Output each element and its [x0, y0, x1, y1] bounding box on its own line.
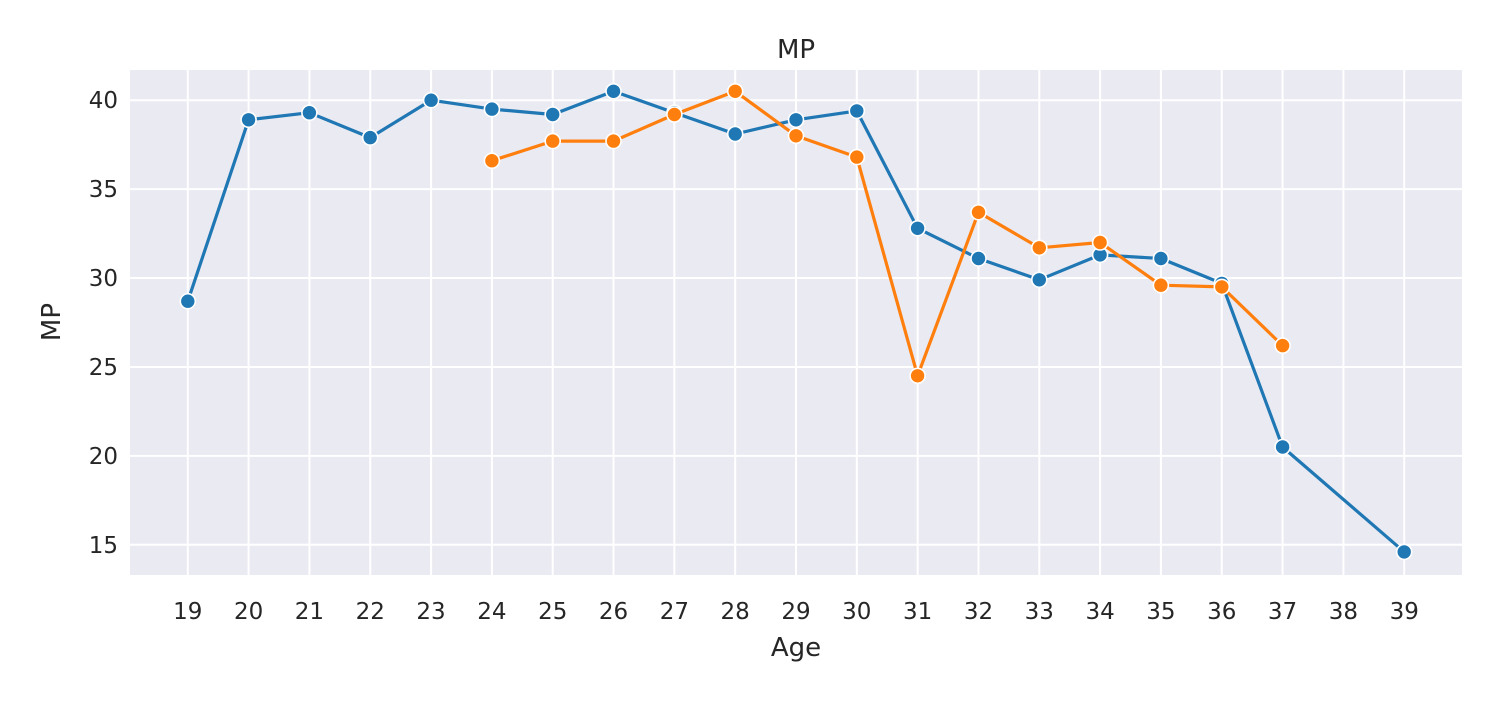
data-point	[909, 220, 926, 237]
x-tick-label: 39	[1390, 599, 1419, 625]
data-point	[1213, 278, 1231, 296]
y-tick-label: 30	[89, 266, 118, 292]
data-point	[1274, 337, 1291, 354]
data-point	[1031, 271, 1048, 289]
data-point	[1395, 543, 1413, 561]
x-tick-label: 19	[173, 599, 202, 625]
series-line	[491, 89, 1284, 378]
data-point	[422, 91, 440, 109]
y-tick-label: 15	[89, 533, 118, 559]
x-tick-label: 37	[1268, 599, 1297, 625]
x-tick-label: 30	[842, 599, 871, 625]
data-point	[605, 132, 622, 150]
data-point	[666, 106, 683, 123]
grid	[130, 70, 1462, 575]
data-point	[483, 152, 501, 169]
data-point	[361, 129, 379, 146]
x-tick-label: 25	[538, 599, 567, 625]
x-tick-label: 22	[356, 599, 385, 625]
y-axis-label: MP	[37, 303, 67, 341]
data-point	[544, 132, 562, 150]
x-axis-label: Age	[771, 633, 821, 663]
series-line	[186, 89, 1406, 554]
x-tick-label: 33	[1025, 599, 1054, 625]
data-point	[301, 104, 318, 121]
y-tick-label: 20	[89, 444, 118, 470]
data-point	[787, 127, 805, 145]
data-point	[1091, 234, 1109, 251]
data-point	[1152, 250, 1170, 267]
data-point	[848, 148, 866, 166]
data-point	[1031, 239, 1048, 257]
x-tick-label: 23	[416, 599, 445, 625]
data-point	[1152, 276, 1170, 294]
y-tick-label: 25	[89, 355, 118, 381]
x-tick-label: 27	[660, 599, 689, 625]
y-tick-label: 35	[89, 177, 118, 203]
x-tick-label: 28	[721, 599, 750, 625]
x-tick-label: 34	[1085, 599, 1114, 625]
x-tick-label: 36	[1207, 599, 1236, 625]
data-point	[1274, 438, 1291, 456]
x-tick-label: 29	[781, 599, 810, 625]
x-tick-label: 20	[234, 599, 263, 625]
data-point	[240, 111, 257, 129]
x-tick-label: 35	[1146, 599, 1175, 625]
data-point	[726, 125, 744, 143]
x-tick-label: 21	[295, 599, 324, 625]
y-tick-label: 40	[89, 88, 118, 114]
data-point	[909, 367, 926, 385]
data-point	[544, 106, 562, 123]
series-layer	[179, 83, 1413, 561]
data-point	[970, 204, 987, 221]
series-2	[483, 83, 1291, 385]
data-point	[848, 102, 866, 120]
data-point	[483, 100, 501, 118]
tick-labels: 19 20 21 22 23 24 25 26 27 28 29 30 31 32 33 34 35 36 37 38…	[89, 88, 1419, 625]
x-tick-label: 32	[964, 599, 993, 625]
data-point	[787, 111, 805, 129]
data-point	[179, 292, 197, 310]
x-tick-label: 38	[1329, 599, 1358, 625]
data-point	[726, 83, 744, 100]
x-tick-label: 24	[477, 599, 506, 625]
x-tick-label: 26	[599, 599, 628, 625]
x-tick-label: 31	[903, 599, 932, 625]
chart-title: MP	[777, 35, 815, 65]
data-point	[605, 83, 622, 100]
data-point	[970, 250, 987, 267]
